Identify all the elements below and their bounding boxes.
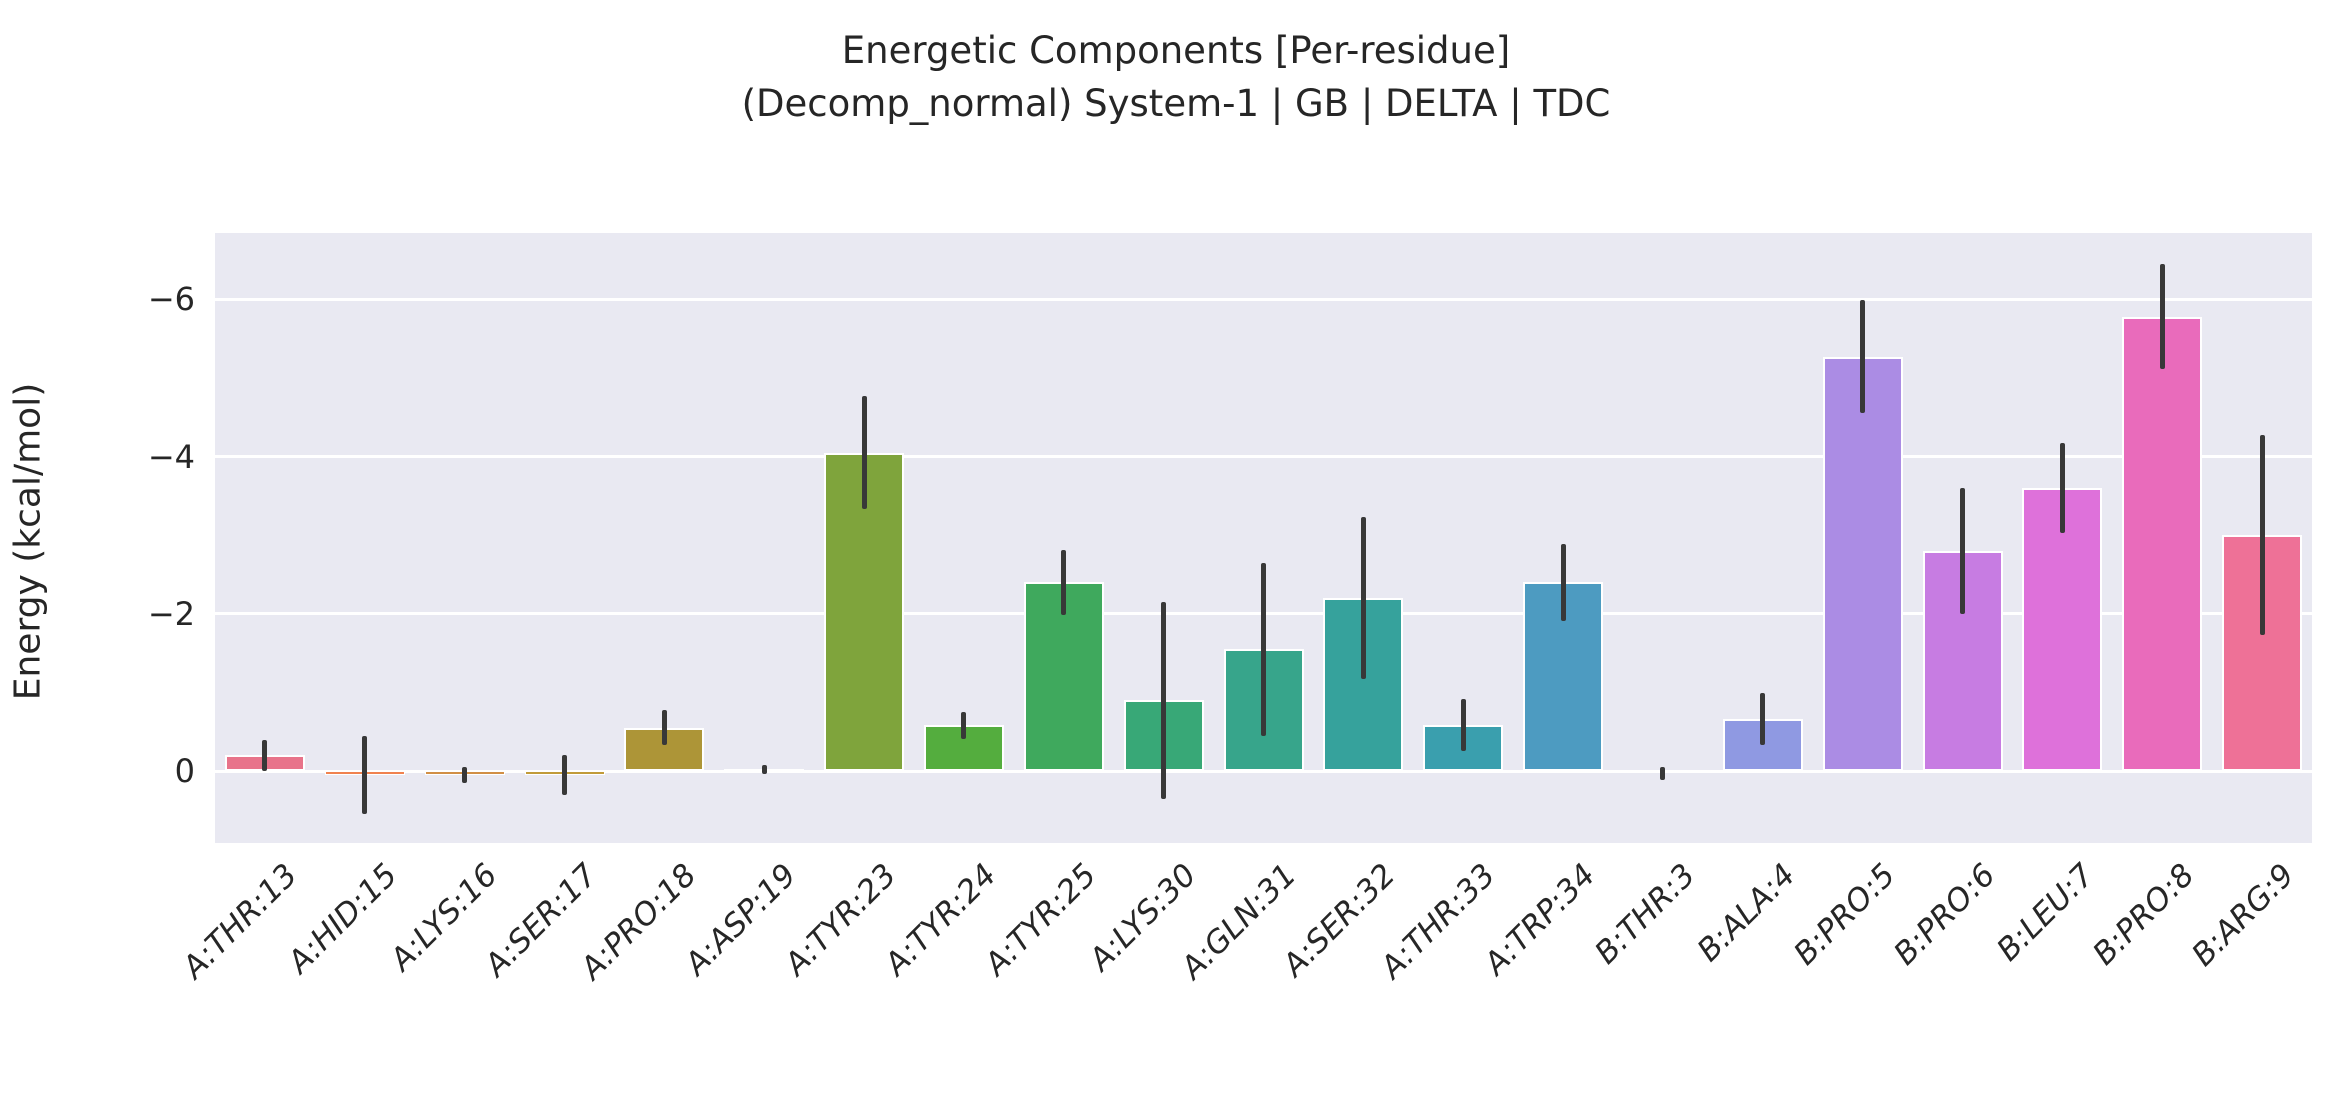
x-tick-label: B:ALA:4 (1690, 857, 1803, 969)
x-tick-label: B:PRO:8 (2086, 857, 2202, 973)
y-tick-label: −2 (147, 594, 195, 633)
error-bar-A:LYS:16 (462, 767, 468, 783)
error-bar-B:THR:3 (1660, 767, 1666, 780)
error-bar-A:HID:15 (362, 735, 368, 815)
y-tick-label: −4 (147, 437, 195, 476)
error-bar-B:LEU:7 (2059, 443, 2065, 533)
error-bar-A:GLN:31 (1261, 562, 1266, 736)
y-tick-label: −6 (147, 280, 195, 319)
gridline (215, 297, 2312, 301)
bar-B:PRO:5 (1822, 356, 1903, 771)
chart-title-line2: (Decomp_normal) System-1 | GB | DELTA | … (741, 82, 1611, 125)
x-tick-label: B:PRO:6 (1886, 857, 2002, 973)
error-bar-B:PRO:6 (1960, 488, 1965, 614)
error-bar-A:SER:17 (562, 755, 567, 795)
x-tick-label: A:THR:13 (175, 857, 305, 986)
error-bar-A:TYR:24 (961, 712, 967, 739)
x-tick-label: B:THR:3 (1588, 857, 1703, 972)
error-bar-A:TYR:23 (861, 396, 867, 510)
error-bar-A:TRP:34 (1560, 543, 1566, 621)
error-bar-B:ALA:4 (1760, 693, 1766, 746)
x-tick-label: B:LEU:7 (1990, 857, 2102, 969)
error-bar-A:PRO:18 (661, 710, 667, 746)
error-bar-A:THR:33 (1460, 699, 1466, 752)
error-bar-B:ARG:9 (2259, 435, 2265, 636)
error-bar-A:SER:32 (1360, 517, 1366, 680)
gridline (215, 769, 2312, 773)
gridline (215, 455, 2312, 459)
error-bar-B:PRO:5 (1860, 300, 1866, 414)
x-tick-label: B:ARG:9 (2185, 857, 2302, 974)
y-tick-label: 0 (174, 752, 195, 790)
y-axis-label: Energy (kcal/mol) (7, 382, 49, 701)
bar-B:PRO:8 (2122, 316, 2203, 771)
x-tick-label: B:PRO:5 (1786, 857, 1903, 973)
error-bar-A:LYS:30 (1161, 602, 1167, 799)
error-bar-B:PRO:8 (2159, 264, 2165, 370)
chart-title: Energetic Components [Per-residue] (Deco… (0, 24, 2352, 130)
plot-area (215, 233, 2312, 843)
error-bar-A:ASP:19 (761, 764, 767, 775)
chart-title-line1: Energetic Components [Per-residue] (841, 29, 1511, 72)
bar-B:LEU:7 (2022, 488, 2103, 771)
x-tick-label: A:HID:15 (280, 857, 405, 981)
error-bar-A:THR:13 (262, 739, 268, 771)
error-bar-A:TYR:25 (1061, 550, 1067, 615)
